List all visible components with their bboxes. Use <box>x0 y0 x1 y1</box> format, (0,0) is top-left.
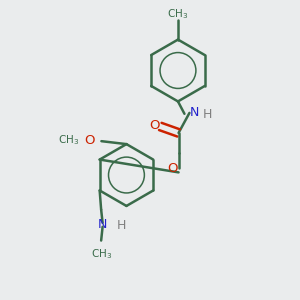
Text: O: O <box>149 119 160 132</box>
Text: CH$_3$: CH$_3$ <box>58 134 79 148</box>
Text: H: H <box>117 219 126 232</box>
Text: CH$_3$: CH$_3$ <box>167 7 189 21</box>
Text: CH$_3$: CH$_3$ <box>91 247 112 261</box>
Text: O: O <box>167 162 178 175</box>
Text: H: H <box>203 108 212 121</box>
Text: N: N <box>98 218 107 231</box>
Text: O: O <box>84 134 95 147</box>
Text: N: N <box>190 106 199 119</box>
